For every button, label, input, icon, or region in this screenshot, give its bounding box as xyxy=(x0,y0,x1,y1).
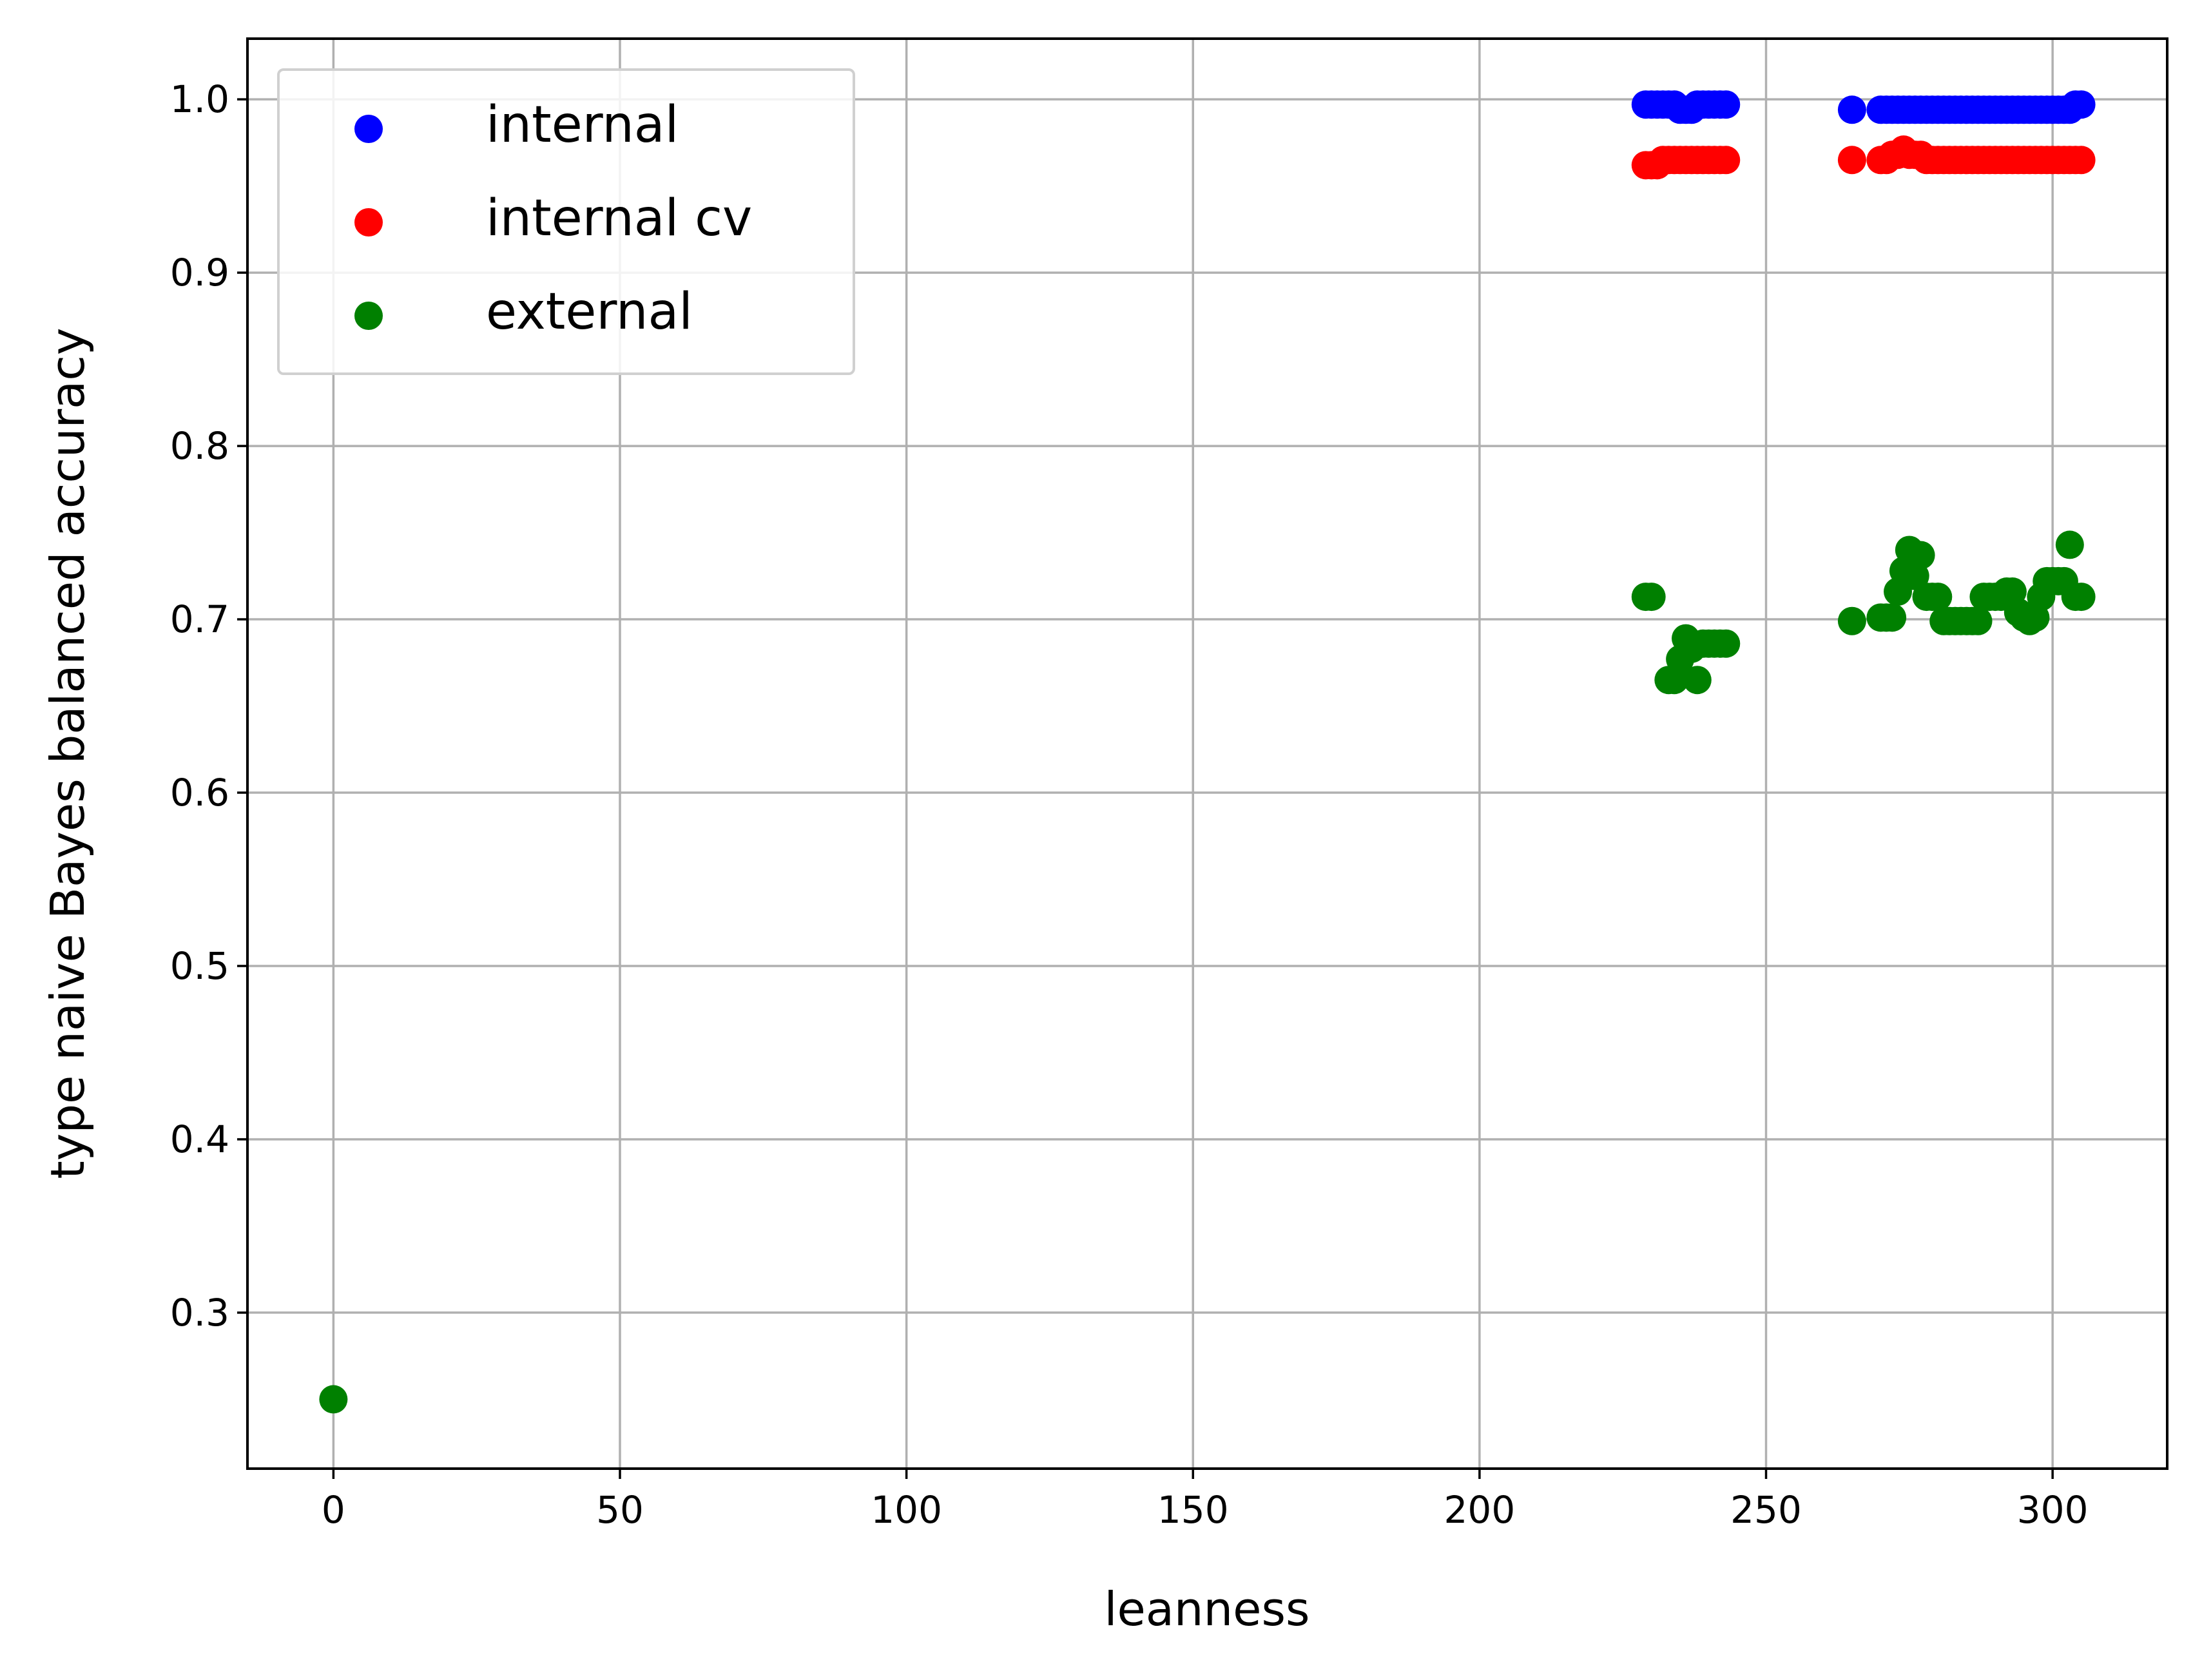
series-external xyxy=(319,530,2096,1414)
point-external xyxy=(2067,583,2096,612)
point-internal xyxy=(2067,90,2096,119)
y-axis-label: type naive Bayes balanced accuracy xyxy=(41,328,95,1179)
y-axis-ticks: 0.3 0.4 0.5 0.6 0.7 0.8 0.9 1.0 xyxy=(170,77,247,1335)
point-internal xyxy=(1837,95,1866,124)
legend: internal internal cv external xyxy=(277,68,855,375)
series-internal xyxy=(1631,90,2096,124)
y-tick-label: 0.8 xyxy=(170,424,229,468)
y-tick-label: 0.7 xyxy=(170,597,229,641)
point-internal xyxy=(1712,90,1741,119)
legend-label-external: external xyxy=(486,283,693,341)
point-external xyxy=(2055,530,2084,559)
point-internal-cv xyxy=(1837,146,1866,175)
point-external xyxy=(1837,606,1866,635)
point-external xyxy=(1637,583,1666,612)
legend-label-internal: internal xyxy=(486,96,679,154)
x-tick-label: 200 xyxy=(1444,1488,1516,1532)
y-tick-label: 0.9 xyxy=(170,251,229,294)
x-axis-label: leanness xyxy=(1104,1582,1309,1636)
legend-marker-internal xyxy=(354,115,383,143)
x-tick-label: 250 xyxy=(1730,1488,1802,1532)
grid-lines xyxy=(247,39,2167,1469)
data-points xyxy=(319,90,2096,1414)
y-tick-label: 0.3 xyxy=(170,1291,229,1335)
plot-frame xyxy=(246,37,2168,1470)
series-internal-cv xyxy=(1631,135,2096,180)
point-internal-cv xyxy=(1712,146,1741,175)
x-axis-ticks: 0 50 100 150 200 250 300 xyxy=(322,1469,2089,1532)
point-external xyxy=(319,1385,348,1414)
legend-marker-internal-cv xyxy=(354,208,383,237)
y-tick-label: 0.6 xyxy=(170,771,229,815)
point-external xyxy=(1878,603,1907,632)
point-external xyxy=(1683,666,1712,695)
y-tick-label: 0.4 xyxy=(170,1117,229,1161)
legend-label-internal-cv: internal cv xyxy=(486,189,752,247)
y-tick-label: 0.5 xyxy=(170,944,229,988)
y-tick-label: 1.0 xyxy=(170,77,229,121)
x-tick-label: 0 xyxy=(322,1488,345,1532)
point-external xyxy=(1906,541,1935,570)
point-internal-cv xyxy=(2067,146,2096,175)
x-tick-label: 50 xyxy=(596,1488,644,1532)
x-tick-label: 100 xyxy=(871,1488,942,1532)
point-external xyxy=(1924,583,1953,612)
x-tick-label: 300 xyxy=(2017,1488,2089,1532)
legend-box xyxy=(277,68,855,375)
point-external xyxy=(1964,606,1993,635)
point-external xyxy=(1712,629,1741,658)
x-tick-label: 150 xyxy=(1157,1488,1229,1532)
legend-marker-external xyxy=(354,302,383,330)
